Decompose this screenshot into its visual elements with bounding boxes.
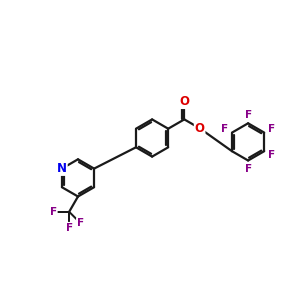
Text: N: N bbox=[57, 162, 67, 175]
Text: O: O bbox=[179, 95, 189, 108]
Text: F: F bbox=[77, 218, 84, 228]
Text: F: F bbox=[268, 150, 275, 160]
Text: F: F bbox=[50, 207, 57, 217]
Text: O: O bbox=[195, 122, 205, 135]
Text: F: F bbox=[268, 124, 275, 134]
Text: F: F bbox=[221, 124, 229, 134]
Text: F: F bbox=[244, 110, 252, 120]
Text: F: F bbox=[244, 164, 252, 174]
Text: F: F bbox=[66, 223, 73, 232]
